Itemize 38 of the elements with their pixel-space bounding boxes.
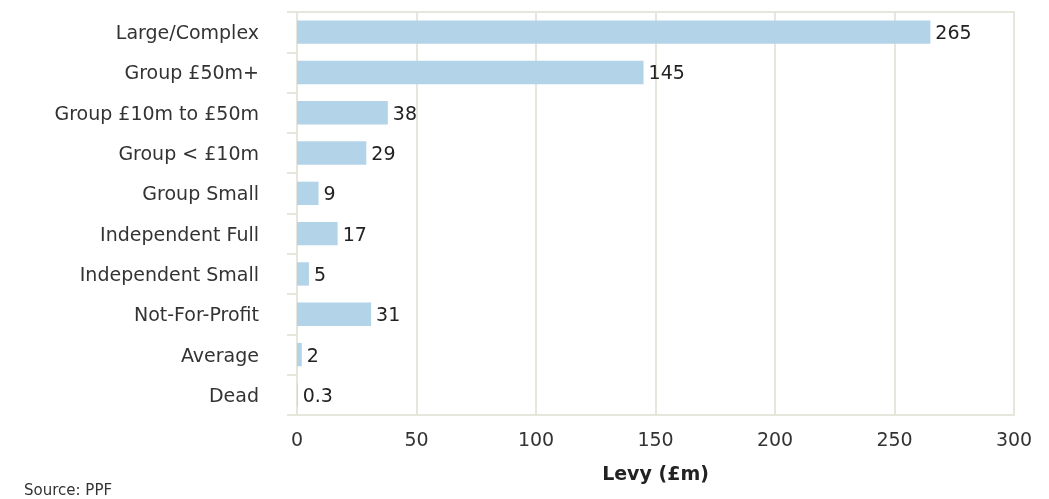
y-tick-label: Group Small [142,182,259,205]
data-label: 29 [371,142,396,165]
x-tick-label: 0 [290,427,304,450]
bar [297,141,367,165]
data-label: 0.3 [302,383,333,406]
data-label: 265 [935,21,972,44]
bar [297,221,338,246]
x-tick-label: 150 [637,427,674,450]
x-tick-label: 200 [756,427,794,450]
bar [297,101,388,125]
y-tick-label: Independent Small [79,262,259,285]
y-tick-label: Group £10m to £50m [54,101,259,124]
bar [297,302,372,326]
y-tick-label: Group £50m+ [124,61,259,84]
y-tick-label: Dead [208,383,259,406]
y-tick-label: Average [180,343,259,366]
data-label: 5 [313,262,327,285]
x-tick-label: 50 [404,427,429,450]
data-label: 17 [342,222,367,245]
bar [297,342,302,367]
x-tick-label: 250 [876,427,913,450]
y-tick-label: Large/Complex [115,21,259,44]
data-label: 9 [323,182,336,205]
y-tick-label: Group < £10m [118,142,259,165]
data-label: 38 [392,101,418,124]
data-label: 145 [648,61,685,84]
bar [297,20,931,44]
y-tick-label: Independent Full [100,222,259,245]
x-axis-title: Levy (£m) [602,461,709,484]
y-tick-label: Not-For-Profit [133,303,259,326]
data-label: 31 [376,303,401,326]
bar [297,181,319,206]
bar [297,60,644,85]
x-tick-label: 100 [517,427,555,450]
x-tick-label: 300 [995,427,1033,450]
data-label: 2 [306,343,319,366]
source-note: Source: PPF [24,480,113,499]
bar [297,262,309,286]
